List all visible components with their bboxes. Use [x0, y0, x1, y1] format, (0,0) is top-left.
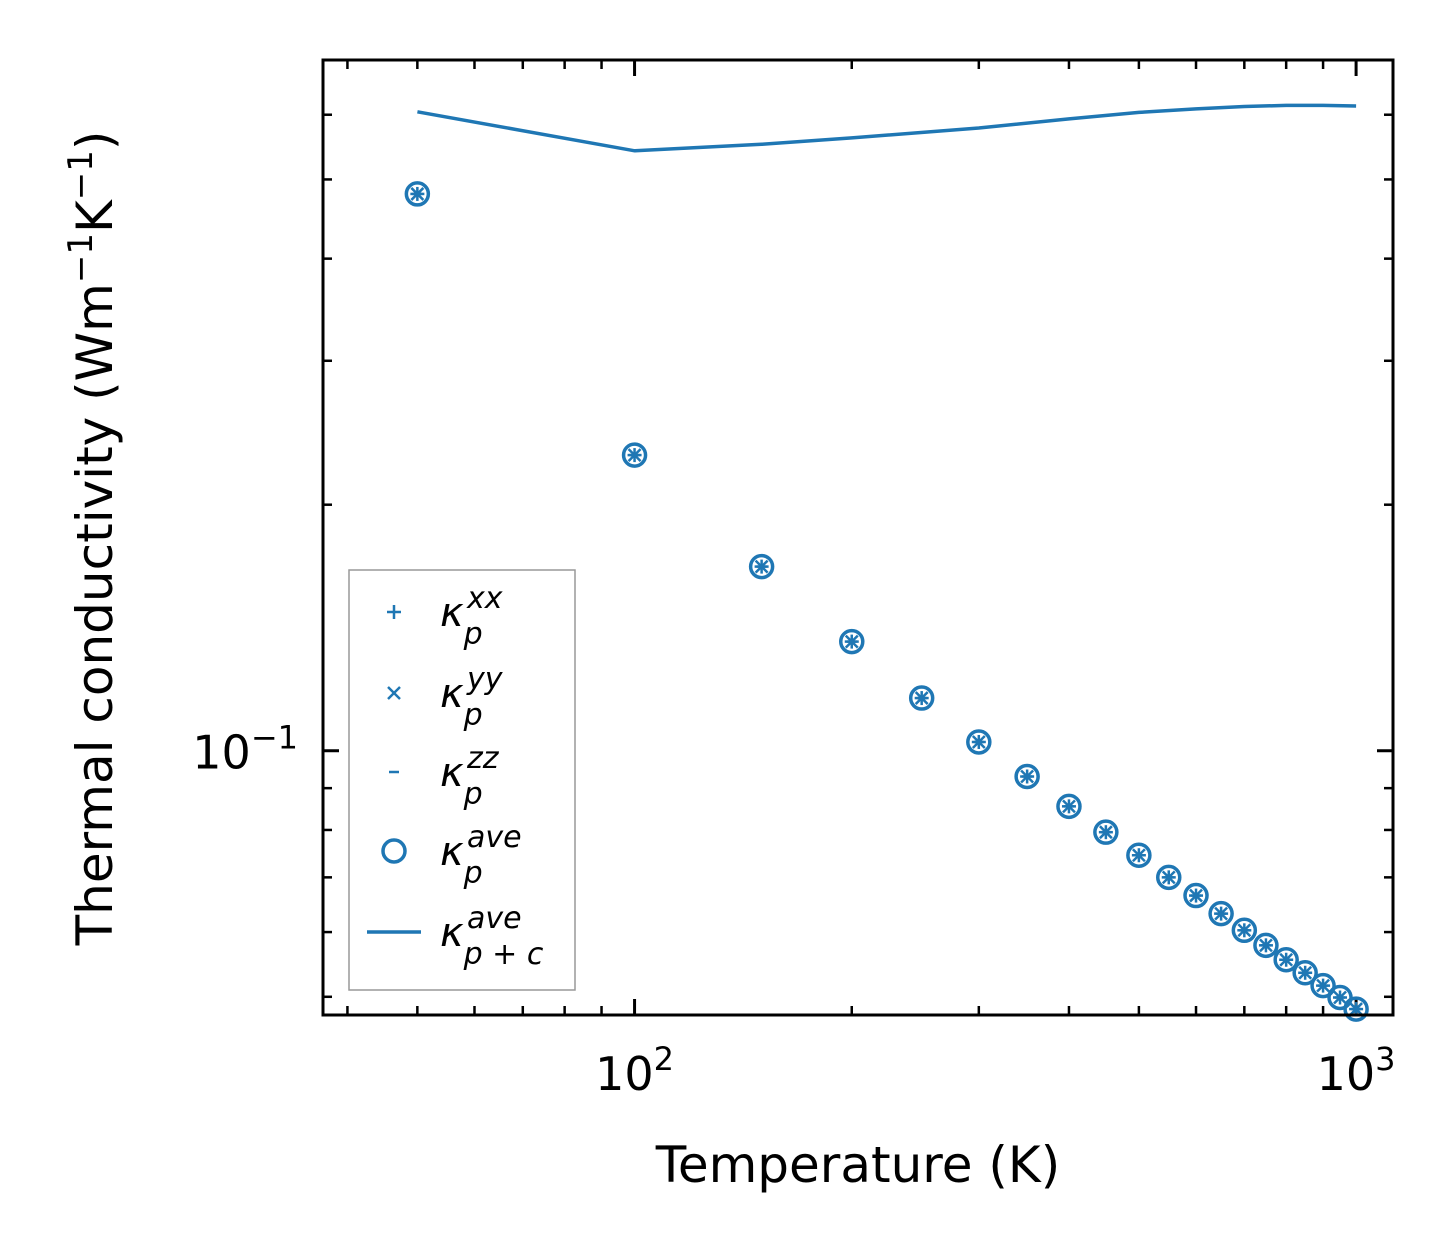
tick-label-base: 10 [192, 726, 251, 780]
data-point-circle [1343, 996, 1369, 1022]
data-point-circle [1253, 932, 1279, 959]
legend-symbol: κ [440, 910, 464, 956]
legend-symbol: κ [440, 671, 464, 717]
series-circle [404, 181, 1369, 1022]
x-marker-b [387, 686, 401, 700]
data-point-circle [1183, 882, 1209, 909]
legend-entry: κp + cave [367, 901, 544, 972]
tick-label-base: 10 [595, 1047, 654, 1101]
legend-subscript: p [463, 777, 483, 812]
tick-label-base: 10 [1317, 1047, 1376, 1101]
legend-symbol: κ [440, 750, 464, 796]
y-axis-label-end: ) [66, 131, 124, 151]
data-point-circle [621, 442, 648, 468]
x-tick-label: 102 [595, 1040, 674, 1101]
legend-label: κp + cave [440, 901, 544, 972]
legend-superscript: xx [466, 581, 503, 616]
legend-marker-x [387, 686, 401, 700]
data-point-circle [1208, 900, 1234, 927]
data-point-circle [966, 729, 992, 755]
y-tick-labels: 10−1 [192, 719, 298, 780]
data-point-circle [748, 553, 775, 580]
data-point-circle [1273, 946, 1299, 973]
data-point-circle [1231, 917, 1258, 944]
legend-label: κpyy [440, 662, 504, 733]
legend-marker-circle [381, 838, 407, 864]
tick-label-exponent: 2 [654, 1040, 674, 1078]
legend-symbol: κ [440, 829, 464, 875]
data-point-circle [908, 685, 935, 711]
x-tick-labels: 102 103 [595, 1040, 1395, 1101]
x-tick-label: 103 [1317, 1040, 1396, 1101]
legend-label: κpave [440, 820, 522, 891]
legend-entry: κpxx [387, 581, 503, 652]
data-point-circle [1056, 793, 1082, 820]
y-axis-label: Thermal conductivity (Wm−1K−1) [61, 131, 124, 947]
legend-frame [348, 569, 576, 991]
data-point-circle [404, 181, 431, 207]
legend-entry: κpyy [387, 662, 504, 733]
tick-label-exponent: 3 [1375, 1040, 1395, 1078]
series-line [417, 103, 1357, 153]
data-point-circle [1126, 842, 1152, 868]
legend-label: κpzz [440, 741, 500, 812]
tick-label-exponent: −1 [251, 719, 298, 757]
plot-frame [321, 58, 1395, 1017]
legend-subscript: p [463, 617, 483, 652]
data-point-circle [1310, 972, 1336, 999]
legend-entry: κpave [381, 820, 522, 891]
y-axis-label-sup2: −1 [61, 150, 101, 200]
legend-entry: κpzz [389, 741, 500, 812]
x-axis-label: Temperature (K) [655, 1136, 1060, 1194]
data-point-circle [1093, 819, 1119, 845]
y-axis-label-base: Thermal conductivity (Wm [66, 283, 124, 946]
legend-superscript: ave [467, 820, 522, 855]
data-point-circle [839, 628, 865, 655]
legend-subscript: p [463, 698, 483, 733]
data-point-circle [1156, 864, 1182, 891]
y-axis-label-mid: K [66, 199, 124, 233]
series-line-kappa-pc-ave [417, 103, 1357, 153]
legend-subscript: p [463, 856, 483, 891]
legend-label: κpxx [440, 581, 503, 652]
legend-superscript: ave [467, 901, 522, 936]
legend-subscript: p + c [463, 937, 544, 972]
data-point-circle [1292, 960, 1318, 986]
y-tick-label: 10−1 [192, 719, 298, 780]
legend-superscript: zz [466, 741, 500, 776]
data-point-circle [1014, 763, 1040, 790]
series-dash [412, 192, 1362, 1011]
plot-series [404, 103, 1369, 1022]
legend-symbol: κ [440, 590, 464, 636]
legend-superscript: yy [466, 662, 504, 697]
y-axis-label-sup1: −1 [61, 233, 101, 283]
legend-marker-plus [387, 605, 401, 619]
